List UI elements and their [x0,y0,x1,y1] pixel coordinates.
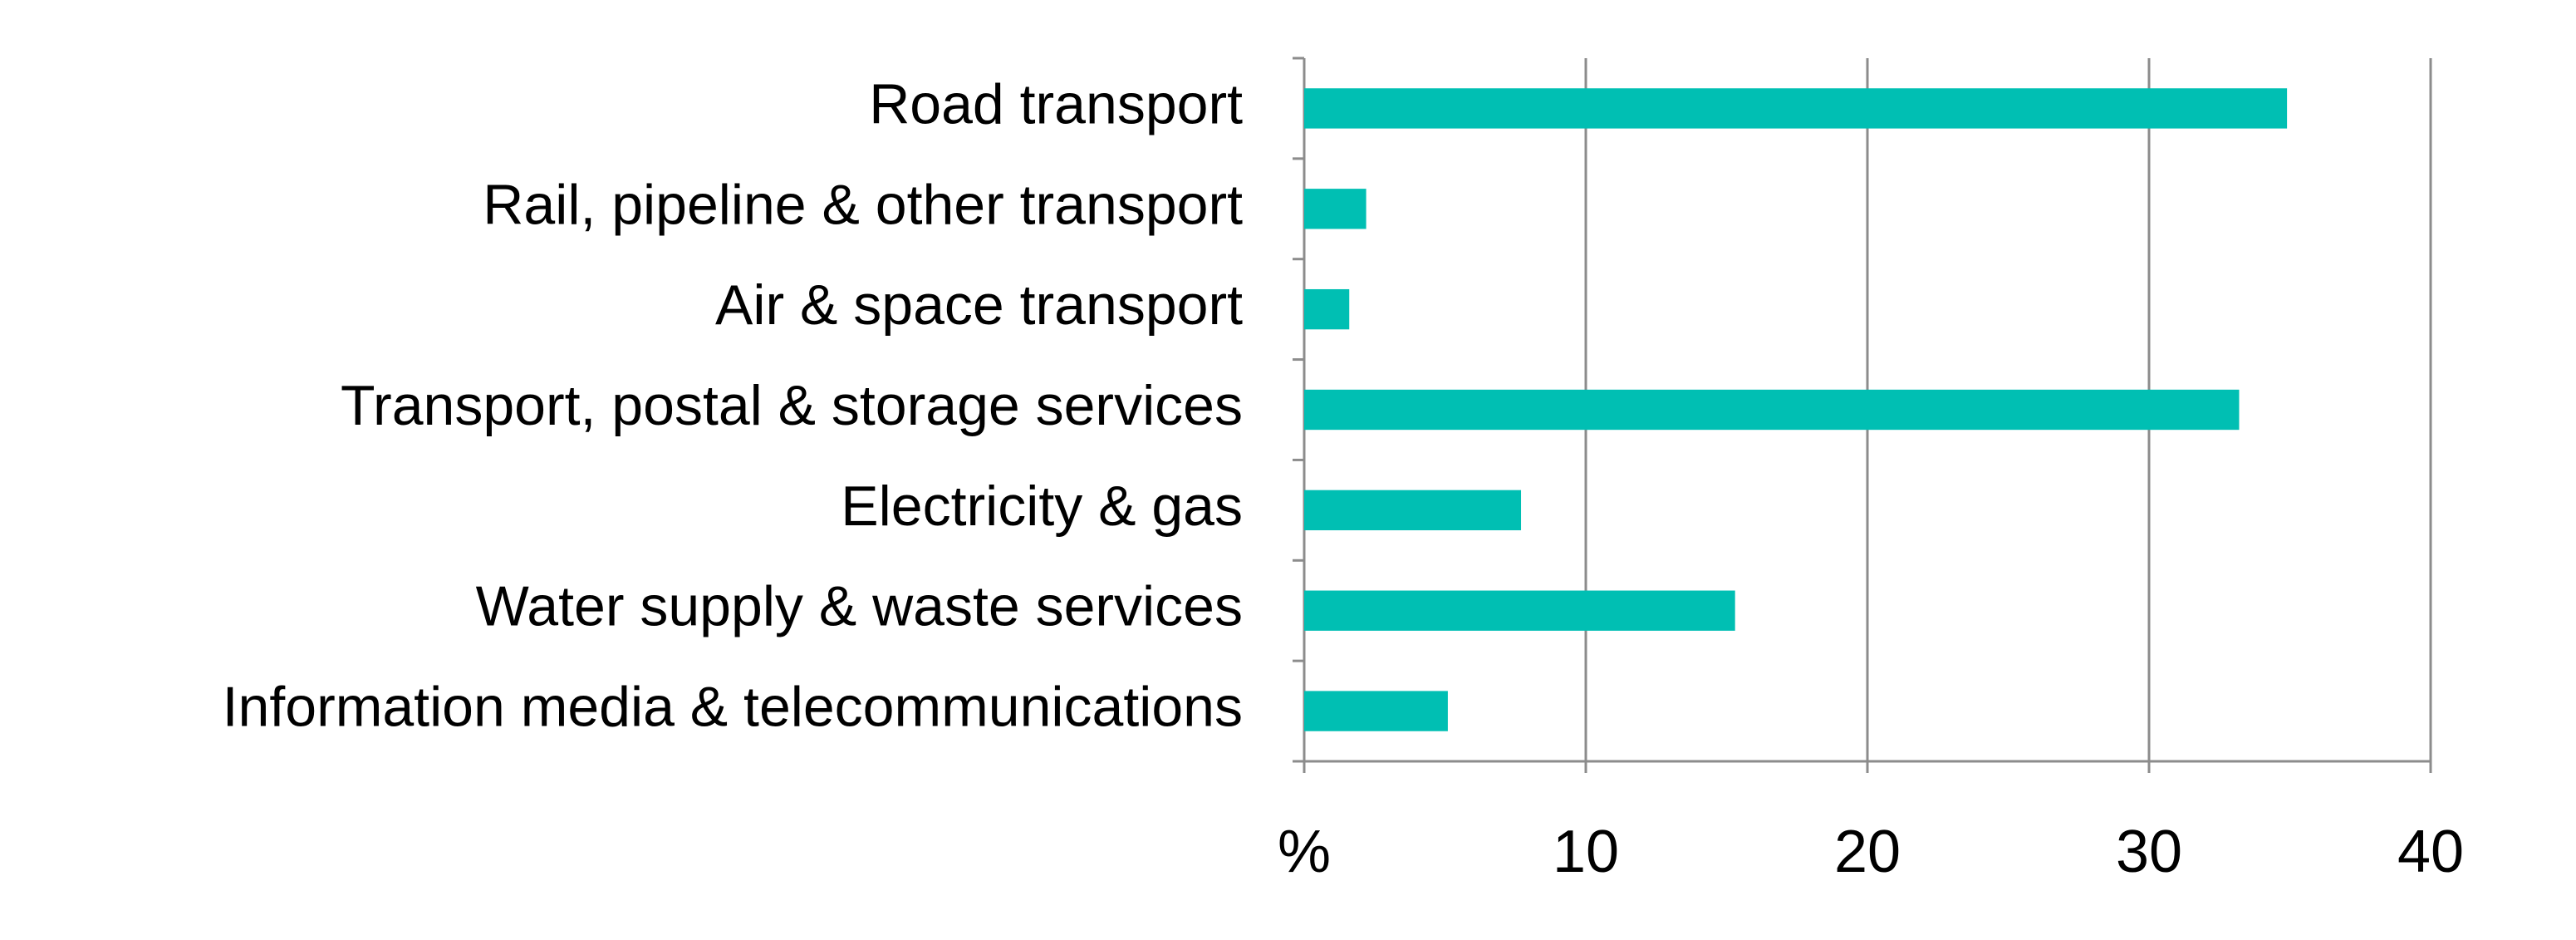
x-tick-label: 30 [2116,819,2182,885]
y-tick-label: Water supply & waste services [476,575,1243,638]
bar [1304,88,2288,129]
bar [1304,389,2240,431]
y-tick-label: Road transport [869,72,1243,135]
bar [1304,490,1522,531]
bar [1304,691,1448,731]
x-tick-label: 10 [1553,819,1619,885]
bar [1304,288,1350,330]
y-tick-label: Information media & telecommunications [223,676,1243,739]
y-tick-label: Rail, pipeline & other transport [483,173,1243,236]
y-tick-label: Air & space transport [715,273,1243,337]
x-tick-label: 20 [1834,819,1901,885]
bar [1304,189,1367,229]
x-tick-label: % [1278,819,1331,885]
y-tick-label: Transport, postal & storage services [341,374,1243,437]
bar [1304,590,1735,631]
x-tick-label: 40 [2397,819,2464,885]
y-tick-label: Electricity & gas [841,475,1243,538]
